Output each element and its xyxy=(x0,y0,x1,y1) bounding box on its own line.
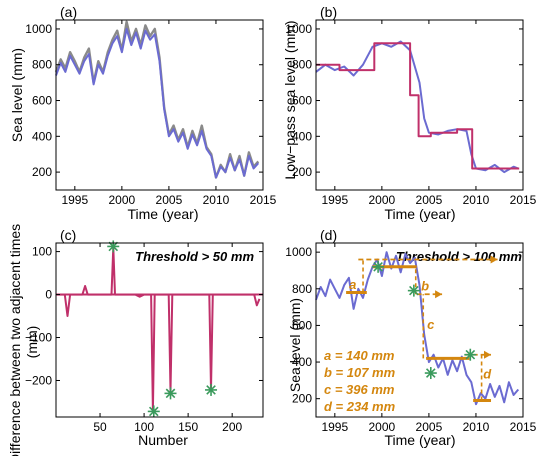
series-line-b-1 xyxy=(316,43,519,168)
y-tick-label-a-4: 1000 xyxy=(25,22,52,36)
x-tick-label-c-0: 50 xyxy=(93,420,107,434)
panel-c: (c) Difference between two adjacent time… xyxy=(7,220,263,456)
y-tick-label-b-4: 1000 xyxy=(285,22,312,36)
panel-d: (d) Sea level (mm) Threshold > 100 mm Ti… xyxy=(285,227,536,448)
legend-value-d-1: b = 107 mm xyxy=(324,365,396,380)
y-tick-label-d-2: 600 xyxy=(292,318,312,332)
y-tick-label-d-4: 1000 xyxy=(285,245,312,259)
y-tick-label-a-1: 400 xyxy=(32,129,52,143)
x-tick-label-d-2: 2005 xyxy=(416,420,443,434)
y-tick-label-c-0: 100 xyxy=(32,245,52,259)
x-tick-label-c-1: 100 xyxy=(134,420,154,434)
y-tick-label-b-3: 800 xyxy=(292,58,312,72)
y-tick-label-a-2: 600 xyxy=(32,94,52,108)
legend-value-d-0: a = 140 mm xyxy=(324,348,395,363)
y-tick-label-c-1: 0 xyxy=(45,288,52,302)
x-tick-label-a-2: 2005 xyxy=(156,193,183,207)
x-tick-label-b-2: 2005 xyxy=(416,193,443,207)
x-tick-label-d-1: 2000 xyxy=(369,420,396,434)
marker-d-1 xyxy=(408,285,420,297)
step-label-d-0: a xyxy=(349,277,356,292)
xlabel-b: Time (year) xyxy=(384,206,455,222)
marker-d-2 xyxy=(425,367,437,379)
marker-c-0 xyxy=(107,240,119,252)
xlabel-c: Number xyxy=(138,432,188,448)
x-tick-label-b-3: 2010 xyxy=(463,193,490,207)
ylabel-a: Sea level (mm) xyxy=(9,48,25,142)
x-tick-label-b-1: 2000 xyxy=(369,193,396,207)
y-tick-label-a-3: 800 xyxy=(32,58,52,72)
marker-c-3 xyxy=(205,384,217,396)
panel-a: (a) Sea level (mm) Time (year) 1995 2000 2… xyxy=(9,4,277,222)
panel-label-b: (b) xyxy=(320,4,337,20)
y-tick-label-b-1: 400 xyxy=(292,129,312,143)
ylabel-c-line1: Difference between two adjacent times xyxy=(7,224,23,456)
series-line-b-0 xyxy=(316,42,518,173)
y-tick-label-b-2: 600 xyxy=(292,94,312,108)
panel-label-a: (a) xyxy=(60,4,77,20)
y-tick-label-d-3: 800 xyxy=(292,282,312,296)
y-tick-label-d-1: 400 xyxy=(292,355,312,369)
threshold-annotation-c: Threshold > 50 mm xyxy=(135,249,254,264)
arrowhead-d-2 xyxy=(484,351,491,359)
y-tick-label-b-0: 200 xyxy=(292,165,312,179)
y-tick-label-c-3: −200 xyxy=(25,373,52,387)
x-tick-label-b-4: 2015 xyxy=(510,193,537,207)
panel-label-c: (c) xyxy=(60,227,76,243)
marker-c-2 xyxy=(165,387,177,399)
step-label-d-2: c xyxy=(427,317,435,332)
panel-b: (b) Low−pass sea level (mm) Time (year) … xyxy=(282,4,537,222)
x-tick-label-a-4: 2015 xyxy=(250,193,277,207)
panel-label-d: (d) xyxy=(320,227,337,243)
legend-value-d-3: d = 234 mm xyxy=(324,399,396,414)
x-tick-label-d-4: 2015 xyxy=(510,420,537,434)
x-tick-label-a-1: 2000 xyxy=(109,193,136,207)
series-line-c-0 xyxy=(57,247,260,410)
xlabel-d: Time (year) xyxy=(384,432,455,448)
x-tick-label-c-2: 150 xyxy=(178,420,198,434)
legend-value-d-2: c = 396 mm xyxy=(324,382,395,397)
axes-frame-c xyxy=(56,243,263,417)
step-label-d-1: b xyxy=(421,279,429,294)
x-tick-label-b-0: 1995 xyxy=(321,193,348,207)
x-tick-label-a-0: 1995 xyxy=(61,193,88,207)
marker-d-3 xyxy=(464,349,476,361)
y-tick-label-a-0: 200 xyxy=(32,165,52,179)
ylabel-d: Sea level (mm) xyxy=(287,298,303,392)
arrowhead-d-1 xyxy=(435,290,442,298)
x-tick-label-c-3: 200 xyxy=(222,420,242,434)
y-tick-label-c-2: −100 xyxy=(25,331,52,345)
y-tick-label-d-0: 200 xyxy=(292,392,312,406)
x-tick-label-d-0: 1995 xyxy=(321,420,348,434)
marker-c-1 xyxy=(148,405,160,417)
xlabel-a: Time (year) xyxy=(127,206,198,222)
x-tick-label-d-3: 2010 xyxy=(463,420,490,434)
x-tick-label-a-3: 2010 xyxy=(203,193,230,207)
marker-d-0 xyxy=(372,261,384,273)
step-label-d-3: d xyxy=(483,367,492,382)
